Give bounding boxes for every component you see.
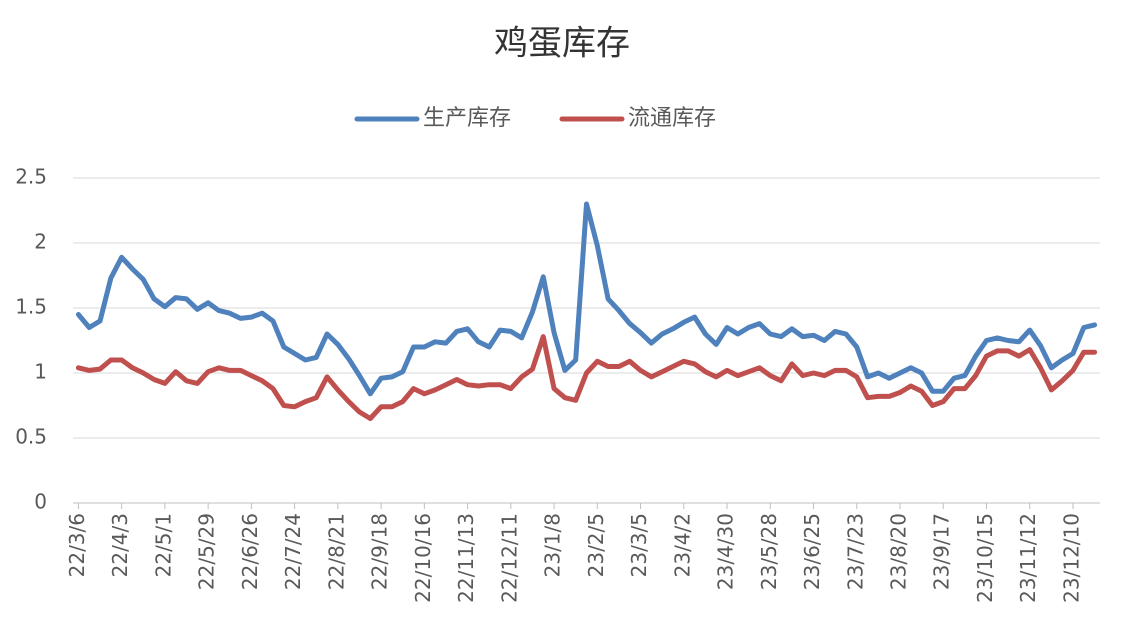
x-tick-label: 23/3/5 <box>627 513 651 577</box>
series-line <box>75 334 1098 421</box>
y-tick-label: 1.5 <box>15 295 47 319</box>
x-tick-label: 23/4/30 <box>714 513 738 590</box>
x-tick-label: 22/5/29 <box>195 513 219 590</box>
x-tick-label: 23/8/20 <box>887 513 911 590</box>
x-tick-label: 23/5/28 <box>757 513 781 590</box>
y-tick-label: 1 <box>34 360 47 384</box>
y-tick-label: 0 <box>34 490 47 514</box>
x-tick-label: 22/10/16 <box>411 513 435 603</box>
x-tick-label: 23/7/23 <box>843 513 867 590</box>
y-tick-label: 2.5 <box>15 165 47 189</box>
x-tick-label: 23/2/5 <box>584 513 608 577</box>
series-line <box>75 201 1098 397</box>
x-tick-label: 22/12/11 <box>497 513 521 603</box>
x-tick-label: 23/1/8 <box>541 513 565 577</box>
x-tick-label: 23/4/2 <box>670 513 694 577</box>
legend-label: 流通库存 <box>628 106 716 131</box>
legend-label: 生产库存 <box>423 106 511 131</box>
x-tick-label: 22/5/1 <box>151 513 175 577</box>
x-tick-label: 22/3/6 <box>65 513 89 577</box>
y-tick-label: 2 <box>34 230 47 254</box>
x-tick-label: 22/11/13 <box>454 513 478 603</box>
x-tick-label: 22/7/24 <box>281 513 305 590</box>
x-tick-label: 23/6/25 <box>800 513 824 590</box>
x-tick-label: 23/9/17 <box>930 513 954 590</box>
x-tick-label: 22/6/26 <box>238 513 262 590</box>
x-tick-label: 22/9/18 <box>368 513 392 590</box>
chart-title: 鸡蛋库存 <box>494 24 630 64</box>
x-tick-label: 22/4/3 <box>108 513 132 577</box>
y-tick-label: 0.5 <box>15 425 47 449</box>
x-tick-label: 23/11/12 <box>1016 513 1040 603</box>
x-tick-label: 23/12/10 <box>1059 513 1083 603</box>
x-tick-label: 23/10/15 <box>973 513 997 603</box>
x-tick-label: 22/8/21 <box>324 513 348 590</box>
